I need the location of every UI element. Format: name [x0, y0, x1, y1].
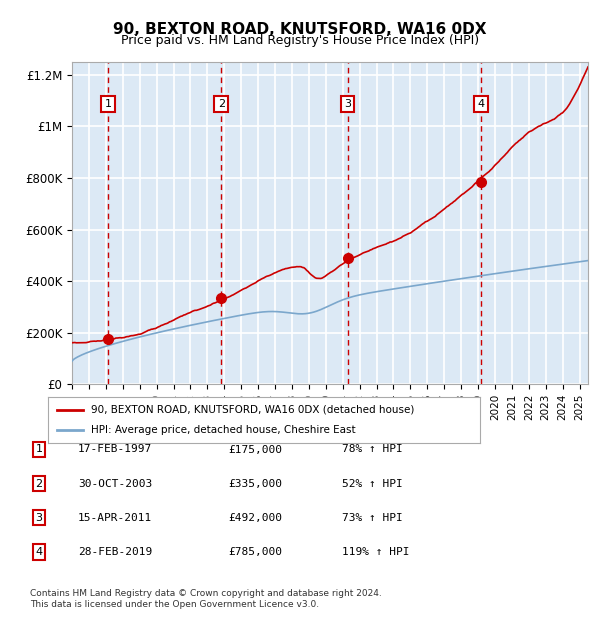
- Text: £175,000: £175,000: [228, 445, 282, 454]
- Text: 52% ↑ HPI: 52% ↑ HPI: [342, 479, 403, 489]
- Text: 2: 2: [35, 479, 43, 489]
- Text: HPI: Average price, detached house, Cheshire East: HPI: Average price, detached house, Ches…: [91, 425, 356, 435]
- Text: 90, BEXTON ROAD, KNUTSFORD, WA16 0DX: 90, BEXTON ROAD, KNUTSFORD, WA16 0DX: [113, 22, 487, 37]
- Text: 28-FEB-2019: 28-FEB-2019: [78, 547, 152, 557]
- Text: 2: 2: [218, 99, 225, 109]
- Text: 30-OCT-2003: 30-OCT-2003: [78, 479, 152, 489]
- Text: 90, BEXTON ROAD, KNUTSFORD, WA16 0DX (detached house): 90, BEXTON ROAD, KNUTSFORD, WA16 0DX (de…: [91, 405, 415, 415]
- Text: 3: 3: [35, 513, 43, 523]
- Text: 119% ↑ HPI: 119% ↑ HPI: [342, 547, 409, 557]
- Text: 78% ↑ HPI: 78% ↑ HPI: [342, 445, 403, 454]
- Text: Contains HM Land Registry data © Crown copyright and database right 2024.
This d: Contains HM Land Registry data © Crown c…: [30, 590, 382, 609]
- Text: £785,000: £785,000: [228, 547, 282, 557]
- Text: 1: 1: [35, 445, 43, 454]
- Text: £335,000: £335,000: [228, 479, 282, 489]
- Text: 17-FEB-1997: 17-FEB-1997: [78, 445, 152, 454]
- Text: 4: 4: [35, 547, 43, 557]
- Text: Price paid vs. HM Land Registry's House Price Index (HPI): Price paid vs. HM Land Registry's House …: [121, 34, 479, 47]
- Text: 73% ↑ HPI: 73% ↑ HPI: [342, 513, 403, 523]
- Text: 1: 1: [104, 99, 112, 109]
- Text: 15-APR-2011: 15-APR-2011: [78, 513, 152, 523]
- Text: 4: 4: [477, 99, 484, 109]
- Text: £492,000: £492,000: [228, 513, 282, 523]
- Text: 3: 3: [344, 99, 351, 109]
